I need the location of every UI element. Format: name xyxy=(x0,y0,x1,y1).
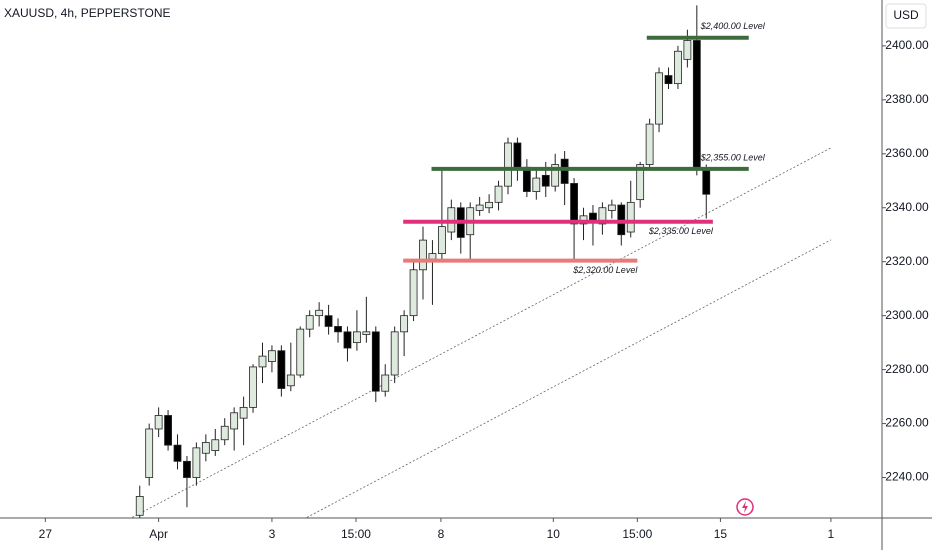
x-tick-label: 15:00 xyxy=(341,527,371,541)
candle-body-up xyxy=(145,428,154,478)
currency-label[interactable]: USD xyxy=(893,8,919,22)
level-label: $2,400.00 Level xyxy=(700,21,766,31)
y-tick-label: 2320.00 xyxy=(885,254,929,268)
candle-body-down xyxy=(664,75,673,85)
candle-body-up xyxy=(636,164,645,201)
candle-body-up xyxy=(626,201,635,233)
candle-body-down xyxy=(343,331,352,349)
alert-icon[interactable] xyxy=(736,498,754,516)
candle-body-down xyxy=(371,331,380,392)
candle-body-up xyxy=(475,204,484,211)
candle-body-up xyxy=(607,204,616,211)
x-tick-label: 10 xyxy=(547,527,561,541)
candle-body-up xyxy=(409,269,418,317)
y-tick-label: 2340.00 xyxy=(885,200,929,214)
candle-body-down xyxy=(164,415,172,446)
x-tick-label: Apr xyxy=(149,527,168,541)
candle-body-up xyxy=(400,315,409,333)
candle-body-up xyxy=(192,447,201,478)
candle-body-up xyxy=(220,425,229,441)
y-tick-label: 2380.00 xyxy=(885,92,929,106)
candle-body-down xyxy=(513,142,522,168)
candle-body-up xyxy=(268,350,276,362)
candle-body-up xyxy=(239,406,248,419)
y-tick-label: 2280.00 xyxy=(885,362,929,376)
candle-body-up xyxy=(381,374,390,392)
candle-body-up xyxy=(437,226,446,255)
candle-body-up xyxy=(305,315,314,330)
candle-body-down xyxy=(702,169,711,195)
candle-body-up xyxy=(201,442,210,454)
candle-body-up xyxy=(135,496,144,516)
x-tick-label: 27 xyxy=(39,527,53,541)
candle-body-up xyxy=(315,309,324,317)
y-tick-label: 2240.00 xyxy=(885,470,929,484)
x-tick-label: 15 xyxy=(714,527,728,541)
y-tick-label: 2260.00 xyxy=(885,416,929,430)
candle-body-down xyxy=(277,350,286,389)
candle-body-up xyxy=(655,72,663,125)
candle-body-down xyxy=(334,326,342,333)
x-tick-label: 8 xyxy=(438,527,445,541)
x-tick-label: 15:00 xyxy=(622,527,652,541)
alert-bolt[interactable] xyxy=(742,501,748,513)
candle-body-up xyxy=(683,40,692,60)
candle-body-up xyxy=(532,177,541,192)
candle-body-down xyxy=(692,40,701,168)
candle-body-up xyxy=(504,142,512,187)
level-label: $2,335.00 Level xyxy=(648,226,714,236)
level-label: $2,320.00 Level xyxy=(572,265,638,275)
candle-body-up xyxy=(419,239,427,271)
candle-body-up xyxy=(258,355,267,368)
trend-line xyxy=(306,239,832,518)
candle-body-up xyxy=(230,412,239,430)
candle-body-up xyxy=(362,331,371,335)
level-label: $2,355.00 Level xyxy=(700,152,766,162)
candle-body-up xyxy=(494,185,503,203)
candle-body-up xyxy=(211,439,220,451)
candle-body-up xyxy=(674,50,682,85)
candle-body-down xyxy=(324,315,333,327)
currency-box[interactable] xyxy=(885,3,927,29)
candle-body-down xyxy=(570,183,578,225)
candle-body-up xyxy=(645,123,654,165)
candle-body-up xyxy=(286,374,295,387)
candle-body-up xyxy=(598,207,607,225)
y-tick-label: 2360.00 xyxy=(885,146,929,160)
candle-body-up xyxy=(154,415,163,430)
candle-body-up xyxy=(551,164,560,187)
candle-body-up xyxy=(249,366,257,408)
candle-body-down xyxy=(183,460,191,478)
candle-body-down xyxy=(560,158,569,184)
y-tick-label: 2400.00 xyxy=(885,38,929,52)
chart-title: XAUUSD, 4h, PEPPERSTONE xyxy=(4,6,171,20)
candle-body-up xyxy=(296,328,305,376)
candle-body-up xyxy=(485,201,493,209)
candle-body-up xyxy=(390,331,399,376)
candle-body-down xyxy=(173,444,182,462)
candle-body-up xyxy=(428,253,437,260)
candle-body-up xyxy=(353,331,361,344)
y-tick-label: 2300.00 xyxy=(885,308,929,322)
x-tick-label: 1 xyxy=(828,527,835,541)
candle-body-down xyxy=(522,166,531,192)
candle-body-down xyxy=(541,174,550,187)
x-tick-label: 3 xyxy=(269,527,276,541)
